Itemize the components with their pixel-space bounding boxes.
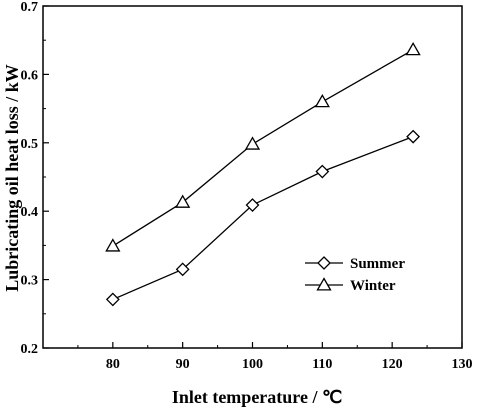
x-tick-label: 120 bbox=[382, 357, 403, 372]
legend-item-summer: Summer bbox=[305, 256, 405, 272]
legend-label: Winter bbox=[350, 278, 396, 294]
x-tick-label: 100 bbox=[242, 357, 263, 372]
x-tick-label: 110 bbox=[312, 357, 332, 372]
data-point-winter bbox=[244, 136, 261, 150]
y-tick-label: 0.2 bbox=[21, 342, 39, 357]
y-tick-label: 0.7 bbox=[21, 0, 39, 15]
series-line-winter bbox=[112, 49, 414, 247]
series-summer bbox=[105, 129, 421, 307]
series-winter bbox=[105, 41, 421, 252]
data-point-summer bbox=[406, 129, 421, 144]
x-tick-label: 80 bbox=[106, 357, 120, 372]
data-point-winter bbox=[314, 93, 330, 108]
y-tick-label: 0.4 bbox=[21, 205, 39, 220]
legend-marker-diamond bbox=[317, 256, 331, 270]
y-axis-title: Lubricating oil heat loss / kW bbox=[2, 64, 22, 292]
data-point-summer bbox=[245, 198, 260, 212]
data-point-summer bbox=[315, 164, 330, 179]
y-tick-label: 0.6 bbox=[21, 68, 39, 83]
data-point-summer bbox=[105, 292, 120, 307]
series-group bbox=[105, 41, 421, 307]
x-tick-label: 130 bbox=[452, 357, 473, 372]
legend-marker-triangle bbox=[316, 277, 332, 291]
x-tick-label: 90 bbox=[176, 357, 190, 372]
legend-item-winter: Winter bbox=[305, 277, 396, 294]
legend: Summer Winter bbox=[305, 256, 405, 294]
data-point-summer bbox=[175, 262, 190, 277]
legend-label: Summer bbox=[350, 256, 405, 272]
data-point-winter bbox=[405, 41, 421, 56]
data-point-winter bbox=[105, 238, 121, 252]
y-tick-label: 0.3 bbox=[21, 274, 39, 289]
x-axis-title: Inlet temperature / ℃ bbox=[172, 387, 342, 407]
y-tick-label: 0.5 bbox=[21, 137, 39, 152]
data-point-winter bbox=[175, 194, 191, 208]
axes: 80 90 100 110 120 130 0.2 0.3 0.4 0.5 0.6 0.7 bbox=[21, 0, 473, 372]
